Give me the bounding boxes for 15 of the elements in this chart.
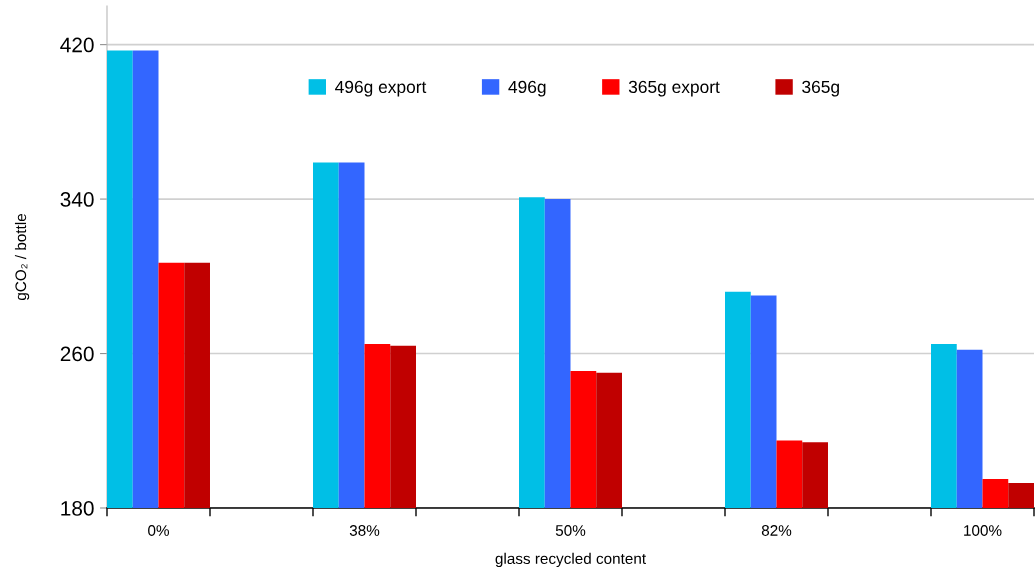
y-tick-label: 260 [60, 346, 94, 362]
x-tick-label: 50% [555, 525, 586, 536]
x-tick-label: 100% [964, 525, 1002, 536]
legend-label: 496g [508, 80, 546, 97]
x-tick-label: 38% [349, 525, 380, 536]
y-tick-label: 340 [60, 192, 94, 207]
y-tick-label: 180 [61, 501, 94, 516]
x-axis-title: glass recycled content [495, 552, 646, 568]
y-tick-label: 420 [60, 37, 94, 53]
y-axis-title: gCO₂ / bottle [14, 213, 30, 301]
legend-label: 365g [802, 80, 839, 97]
legend-label: 365g export [628, 80, 720, 97]
x-tick-label: 0% [148, 525, 169, 536]
x-tick-label: 82% [761, 525, 792, 536]
legend-label: 496g export [335, 80, 427, 97]
